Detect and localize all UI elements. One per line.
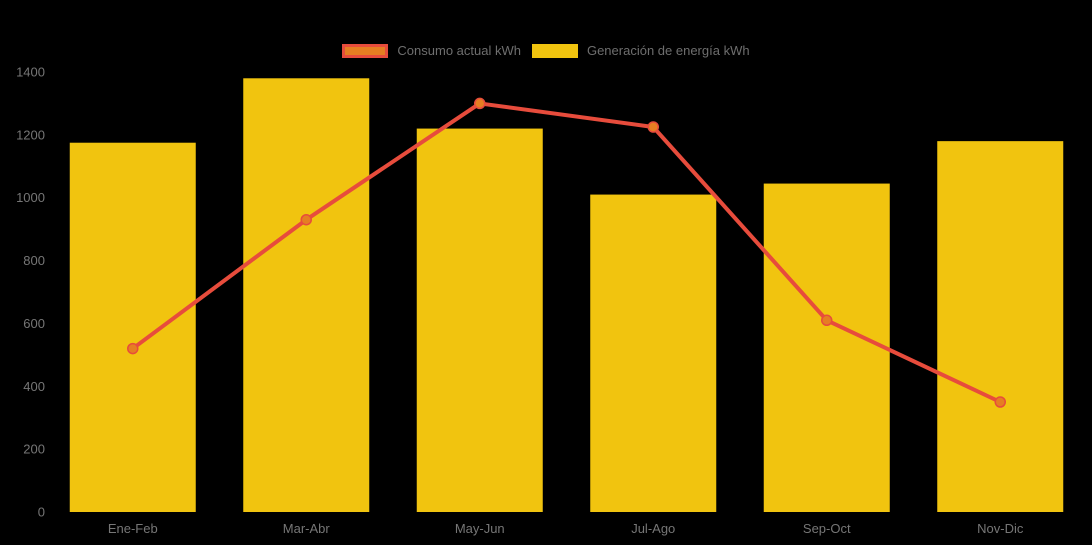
consumption-point-Nov-Dic[interactable] bbox=[994, 396, 1006, 408]
y-tick-label: 1200 bbox=[16, 127, 45, 142]
legend-item-generacion-energia[interactable]: Generación de energía kWh bbox=[531, 43, 750, 58]
generation-bar-Sep-Oct[interactable] bbox=[763, 183, 890, 513]
legend-item-consumo-actual[interactable]: Consumo actual kWh bbox=[342, 44, 521, 58]
legend-swatch-generacion-icon bbox=[531, 44, 578, 58]
x-tick-label: Sep-Oct bbox=[803, 521, 851, 536]
consumption-point-Mar-Abr[interactable] bbox=[300, 213, 312, 226]
x-tick-label: Ene-Feb bbox=[108, 521, 158, 536]
x-tick-label: Mar-Abr bbox=[283, 521, 331, 536]
x-tick-label: Jul-Ago bbox=[631, 521, 675, 536]
generation-bar-Nov-Dic[interactable] bbox=[937, 141, 1064, 512]
y-tick-label: 1000 bbox=[16, 190, 45, 205]
y-tick-label: 600 bbox=[23, 316, 45, 331]
consumption-point-Sep-Oct[interactable] bbox=[821, 314, 833, 327]
y-tick-label: 800 bbox=[23, 253, 45, 268]
chart-legend: Consumo actual kWh Generación de energía… bbox=[0, 44, 1092, 58]
generation-bar-Jul-Ago[interactable] bbox=[590, 194, 717, 513]
consumption-point-Ene-Feb[interactable] bbox=[127, 342, 139, 355]
consumption-point-May-Jun[interactable] bbox=[474, 97, 486, 110]
y-tick-label: 1400 bbox=[16, 65, 45, 80]
legend-label-generacion: Generación de energía kWh bbox=[586, 43, 750, 58]
generation-bar-May-Jun[interactable] bbox=[416, 128, 543, 513]
legend-swatch-consumo-icon bbox=[342, 44, 389, 58]
generation-bar-Ene-Feb[interactable] bbox=[69, 142, 196, 512]
consumption-point-Jul-Ago[interactable] bbox=[647, 121, 659, 133]
consumption-line bbox=[130, 101, 1003, 404]
y-tick-label: 0 bbox=[38, 505, 45, 520]
generation-bar-Mar-Abr[interactable] bbox=[243, 78, 370, 513]
x-tick-label: Nov-Dic bbox=[977, 521, 1024, 536]
legend-label-consumo: Consumo actual kWh bbox=[397, 43, 521, 58]
y-tick-label: 200 bbox=[23, 442, 45, 457]
x-tick-label: May-Jun bbox=[455, 521, 505, 536]
y-tick-label: 400 bbox=[23, 379, 45, 394]
